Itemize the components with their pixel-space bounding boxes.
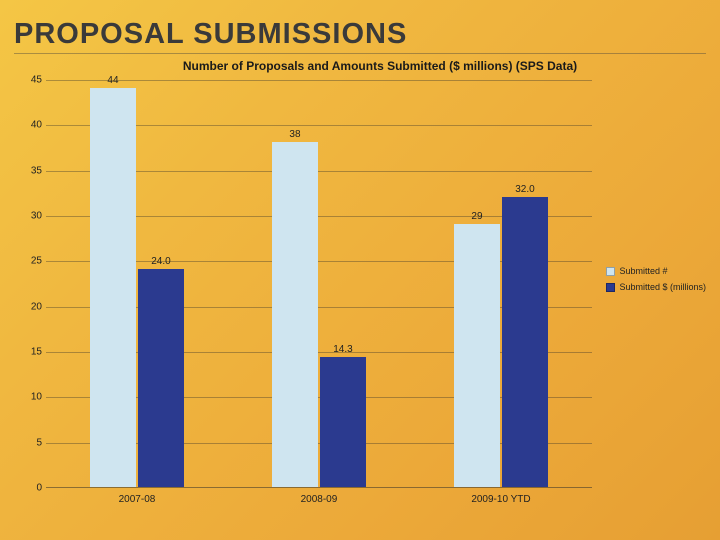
legend-item: Submitted $ (millions) xyxy=(606,282,706,292)
bar-value-label: 38 xyxy=(265,129,325,140)
bar: 24.0 xyxy=(138,269,184,487)
y-axis-tick: 0 xyxy=(22,483,42,494)
legend: Submitted # Submitted $ (millions) xyxy=(606,266,706,298)
page-title: PROPOSAL SUBMISSIONS xyxy=(14,18,706,54)
bar: 29 xyxy=(454,224,500,487)
legend-label: Submitted $ (millions) xyxy=(619,282,706,292)
legend-label: Submitted # xyxy=(619,266,667,276)
y-axis-tick: 45 xyxy=(22,75,42,86)
y-axis-tick: 10 xyxy=(22,392,42,403)
bar-group: 2932.02009-10 YTD xyxy=(410,80,592,487)
x-axis-label: 2008-09 xyxy=(228,494,410,505)
bar: 14.3 xyxy=(320,357,366,487)
y-axis-tick: 25 xyxy=(22,256,42,267)
y-axis-tick: 5 xyxy=(22,437,42,448)
x-axis-label: 2009-10 YTD xyxy=(410,494,592,505)
y-axis-tick: 15 xyxy=(22,347,42,358)
bar: 32.0 xyxy=(502,197,548,487)
chart-title: Number of Proposals and Amounts Submitte… xyxy=(164,60,596,74)
y-axis-tick: 35 xyxy=(22,165,42,176)
x-axis-label: 2007-08 xyxy=(46,494,228,505)
bar-value-label: 24.0 xyxy=(131,256,191,267)
chart-plot: 0510152025303540454424.02007-083814.3200… xyxy=(46,80,592,488)
y-axis-tick: 20 xyxy=(22,301,42,312)
legend-swatch xyxy=(606,267,615,276)
y-axis-tick: 40 xyxy=(22,120,42,131)
legend-item: Submitted # xyxy=(606,266,706,276)
legend-swatch xyxy=(606,283,615,292)
y-axis-tick: 30 xyxy=(22,211,42,222)
bar-group: 3814.32008-09 xyxy=(228,80,410,487)
bar: 38 xyxy=(272,142,318,487)
bar-value-label: 32.0 xyxy=(495,184,555,195)
bar-value-label: 44 xyxy=(83,75,143,86)
chart-container: Number of Proposals and Amounts Submitte… xyxy=(14,60,706,518)
bar: 44 xyxy=(90,88,136,487)
bar-value-label: 14.3 xyxy=(313,344,373,355)
bar-group: 4424.02007-08 xyxy=(46,80,228,487)
bar-value-label: 29 xyxy=(447,211,507,222)
